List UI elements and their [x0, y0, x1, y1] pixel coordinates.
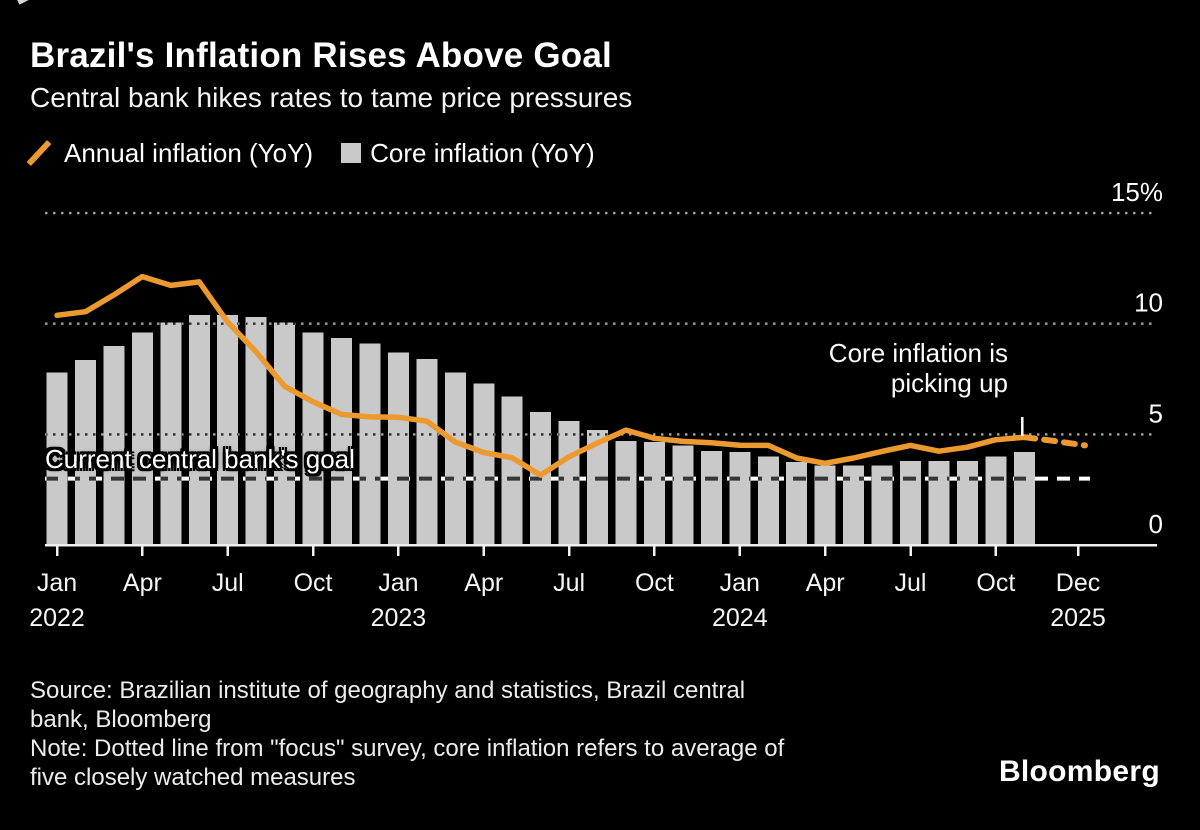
- x-tick-month-label: Apr: [464, 569, 503, 597]
- x-tick-month-label: Dec: [1056, 569, 1100, 597]
- bar: [331, 338, 352, 545]
- x-tick-month-label: Apr: [123, 569, 162, 597]
- bar: [700, 450, 722, 545]
- bar: [46, 372, 68, 545]
- bar: [558, 421, 580, 545]
- core-inflation-annotation: Core inflation is picking up: [829, 338, 1008, 398]
- x-tick-month-label: Jul: [212, 569, 244, 597]
- x-tick-month-label: Jan: [720, 569, 760, 597]
- page-title: Brazil's Inflation Rises Above Goal: [30, 36, 612, 75]
- note-line-2: five closely watched measures: [30, 764, 356, 791]
- x-tick-month-label: Jan: [37, 569, 77, 597]
- bar: [587, 429, 608, 545]
- bar: [786, 462, 808, 545]
- x-tick-month-label: Jan: [378, 569, 418, 597]
- core-bar-swatch-icon: [341, 143, 362, 163]
- bar: [160, 322, 182, 545]
- bar: [956, 460, 978, 545]
- x-tick-month-label: Oct: [976, 569, 1015, 597]
- bar: [615, 441, 637, 545]
- bar: [302, 332, 324, 545]
- y-tick-label: 15%: [1111, 177, 1163, 207]
- x-tick-month-label: Apr: [806, 569, 845, 597]
- core-inflation-bars: [46, 314, 1035, 545]
- x-tick-year-label: 2025: [1050, 604, 1106, 632]
- footer-text: Source: Brazilian institute of geography…: [30, 676, 784, 792]
- bar: [359, 343, 381, 545]
- annotation-line-2: picking up: [890, 368, 1008, 398]
- bar: [928, 460, 950, 545]
- y-tick-label: 5: [1149, 398, 1163, 428]
- gridlines: [45, 211, 1157, 436]
- legend-item-annual: Annual inflation (YoY): [64, 137, 314, 168]
- x-tick-year-label: 2023: [371, 604, 427, 632]
- note-line-1: Note: Dotted line from "focus" survey, c…: [30, 735, 785, 762]
- bar: [501, 396, 523, 545]
- bar: [1013, 452, 1035, 545]
- x-tick-year-label: 2024: [712, 604, 768, 632]
- bar: [757, 456, 779, 545]
- forecast-dotted-line: [1021, 434, 1088, 449]
- bar: [473, 383, 495, 545]
- bar: [985, 456, 1007, 545]
- annotation-line-1: Core inflation is: [828, 338, 1008, 368]
- bar: [103, 345, 125, 545]
- y-tick-label: 10: [1134, 288, 1163, 318]
- bloomberg-logo: Bloomberg: [998, 755, 1160, 788]
- x-tick-year-label: 2022: [29, 604, 85, 632]
- bar: [729, 452, 751, 545]
- bar: [245, 317, 267, 545]
- bar: [217, 314, 239, 545]
- page-subtitle: Central bank hikes rates to tame price p…: [30, 82, 633, 113]
- bar: [444, 372, 466, 545]
- legend-item-core: Core inflation (YoY): [370, 137, 595, 168]
- bar: [900, 460, 921, 545]
- x-tick-month-label: Jul: [895, 569, 927, 597]
- bar: [672, 445, 694, 545]
- bar: [75, 360, 96, 545]
- bar: [843, 465, 865, 545]
- source-line-2: bank, Bloomberg: [30, 706, 212, 733]
- x-tick-month-label: Oct: [635, 569, 674, 597]
- y-tick-label: 0: [1149, 509, 1163, 539]
- annual-inflation-line: [54, 273, 1028, 478]
- bar: [814, 465, 836, 545]
- bar: [387, 352, 409, 545]
- x-tick-month-label: Oct: [294, 569, 333, 597]
- bar: [871, 465, 893, 545]
- bar: [643, 442, 665, 545]
- x-tick-month-label: Jul: [553, 569, 585, 597]
- bar: [416, 359, 438, 545]
- source-line-1: Source: Brazilian institute of geography…: [30, 677, 746, 704]
- bar: [188, 314, 210, 545]
- legend: Annual inflation (YoY) Core inflation (Y…: [24, 138, 595, 168]
- bar: [131, 332, 153, 545]
- goal-line-label: Current central bank's goal: [45, 444, 355, 474]
